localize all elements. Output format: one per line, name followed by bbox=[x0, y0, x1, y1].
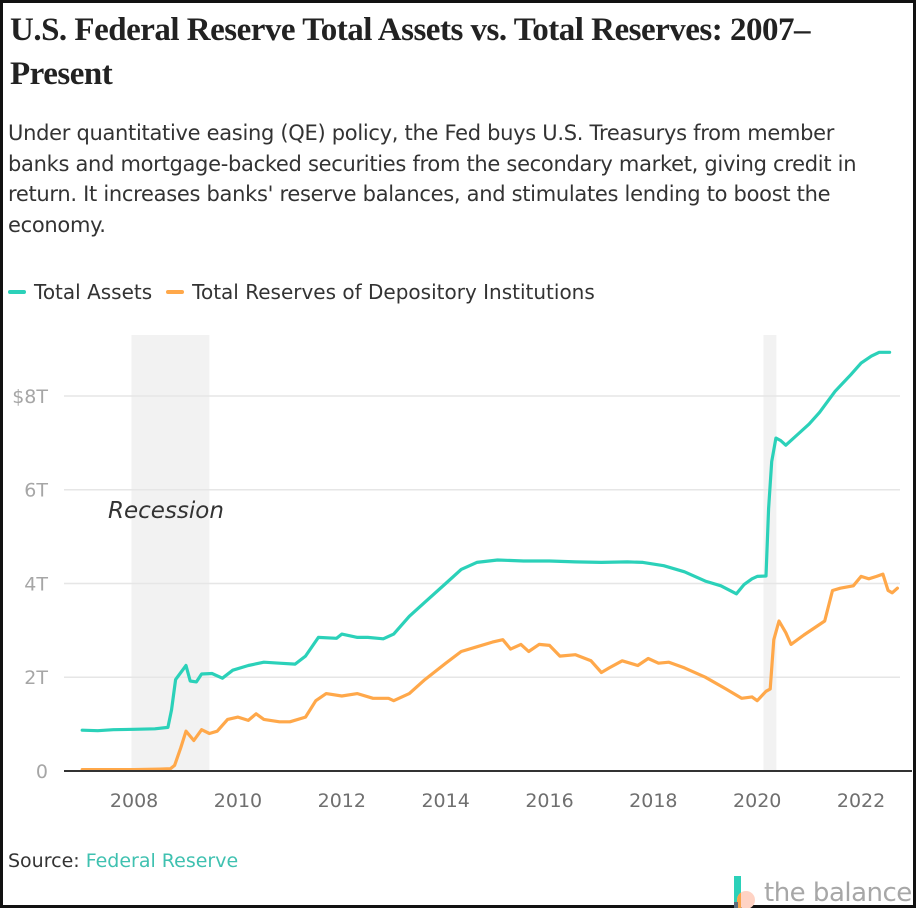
legend: Total Assets Total Reserves of Depositor… bbox=[8, 278, 609, 306]
legend-swatch-total-assets bbox=[8, 290, 26, 294]
chart-title: U.S. Federal Reserve Total Assets vs. To… bbox=[10, 12, 811, 92]
x-tick-label: 2018 bbox=[629, 790, 677, 812]
series-line-total-assets bbox=[80, 350, 892, 733]
gridlines bbox=[64, 395, 900, 678]
y-tick-label: $8T bbox=[12, 386, 48, 408]
x-tick-label: 2008 bbox=[110, 790, 158, 812]
x-tick-label: 2014 bbox=[421, 790, 469, 812]
y-tick-label: 6T bbox=[24, 480, 48, 502]
legend-label-total-assets: Total Assets bbox=[34, 280, 153, 304]
recession-label: Recession bbox=[108, 498, 224, 524]
y-tick-label: 2T bbox=[24, 667, 48, 689]
x-tick-label: 2012 bbox=[318, 790, 366, 812]
series-line-total-reserves bbox=[80, 572, 899, 772]
logo-mark-icon bbox=[734, 876, 756, 909]
x-tick-label: 2022 bbox=[837, 790, 885, 812]
recession-band bbox=[131, 335, 210, 771]
source-label: Source: bbox=[8, 850, 86, 872]
x-tick-label: 2010 bbox=[214, 790, 262, 812]
series-lines bbox=[80, 350, 899, 772]
chart-subtitle: Under quantitative easing (QE) policy, t… bbox=[8, 121, 857, 237]
legend-item-total-reserves[interactable]: Total Reserves of Depository Institution… bbox=[166, 280, 595, 304]
source-note: Source: Federal Reserve bbox=[8, 850, 238, 872]
legend-item-total-assets[interactable]: Total Assets bbox=[8, 280, 152, 304]
legend-label-total-reserves: Total Reserves of Depository Institution… bbox=[192, 280, 595, 304]
x-tick-label: 2016 bbox=[525, 790, 573, 812]
recession-bands bbox=[131, 335, 777, 771]
y-tick-label: 4T bbox=[24, 573, 48, 595]
the-balance-logo: the balance bbox=[734, 876, 914, 909]
x-axis-ticks: 2008 2010 2012 2014 2016 2018 2020 2022 bbox=[110, 790, 885, 812]
legend-swatch-total-reserves bbox=[166, 290, 185, 294]
y-axis-ticks: 0 2T 4T 6T $8T bbox=[12, 386, 48, 783]
y-tick-label: 0 bbox=[36, 761, 48, 783]
logo-text: the balance bbox=[764, 878, 912, 908]
x-tick-label: 2020 bbox=[733, 790, 781, 812]
source-link[interactable]: Federal Reserve bbox=[85, 850, 239, 872]
